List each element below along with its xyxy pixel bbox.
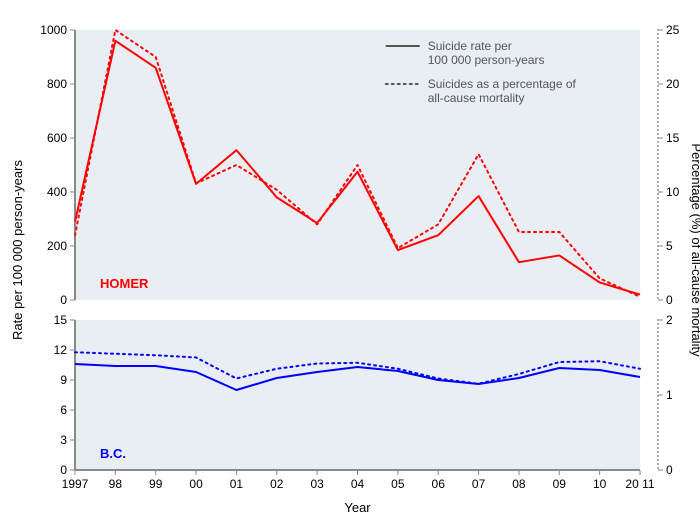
x-tick-label: 03 <box>310 477 324 491</box>
top-ytick-right-label: 15 <box>666 131 680 145</box>
bottom-ytick-left-label: 0 <box>60 463 67 477</box>
x-axis-label: Year <box>344 500 371 515</box>
bottom-ytick-left-label: 12 <box>54 343 68 357</box>
bottom-panel-bg <box>75 320 640 470</box>
top-ytick-right-label: 10 <box>666 185 680 199</box>
top-ytick-left-label: 200 <box>47 239 67 253</box>
x-tick-label: 98 <box>109 477 123 491</box>
legend-text: 100 000 person-years <box>428 53 545 67</box>
top-panel-title: HOMER <box>100 276 149 291</box>
top-ytick-left-label: 1000 <box>40 23 67 37</box>
bottom-ytick-left-label: 6 <box>60 403 67 417</box>
x-tick-label: 06 <box>432 477 446 491</box>
x-tick-label: 01 <box>230 477 244 491</box>
chart-container: 020040060080010000510152025HOMER03691215… <box>0 0 700 531</box>
x-tick-label: 05 <box>391 477 405 491</box>
top-ytick-left-label: 800 <box>47 77 67 91</box>
legend-text: all-cause mortality <box>428 91 525 105</box>
legend-text: Suicide rate per <box>428 39 512 53</box>
x-tick-label: 09 <box>553 477 567 491</box>
bottom-ytick-left-label: 9 <box>60 373 67 387</box>
x-tick-label: 02 <box>270 477 284 491</box>
x-tick-label: 00 <box>189 477 203 491</box>
bottom-panel-title: B.C. <box>100 446 126 461</box>
top-ytick-right-label: 5 <box>666 239 673 253</box>
chart-svg: 020040060080010000510152025HOMER03691215… <box>0 0 700 531</box>
top-right-axis-dots <box>657 29 659 299</box>
bottom-ytick-right-label: 2 <box>666 313 673 327</box>
top-ytick-right-label: 20 <box>666 77 680 91</box>
left-axis-label: Rate per 100 000 person-years <box>10 160 25 340</box>
x-tick-label: 08 <box>512 477 526 491</box>
x-tick-label: 20 11 <box>625 477 654 491</box>
x-tick-label: 99 <box>149 477 163 491</box>
x-tick-label: 07 <box>472 477 486 491</box>
bottom-ytick-left-label: 15 <box>54 313 68 327</box>
x-tick-label: 04 <box>351 477 365 491</box>
x-tick-label: 1997 <box>62 477 89 491</box>
top-ytick-right-label: 25 <box>666 23 680 37</box>
top-ytick-right-label: 0 <box>666 293 673 307</box>
top-ytick-left-label: 0 <box>60 293 67 307</box>
top-ytick-left-label: 400 <box>47 185 67 199</box>
bottom-ytick-left-label: 3 <box>60 433 67 447</box>
top-ytick-left-label: 600 <box>47 131 67 145</box>
bottom-ytick-right-label: 1 <box>666 388 673 402</box>
right-axis-label: Percentage (%) of all-cause mortality <box>689 143 700 357</box>
legend-text: Suicides as a percentage of <box>428 77 577 91</box>
bottom-right-axis-dots <box>657 319 659 469</box>
x-tick-label: 10 <box>593 477 607 491</box>
bottom-ytick-right-label: 0 <box>666 463 673 477</box>
